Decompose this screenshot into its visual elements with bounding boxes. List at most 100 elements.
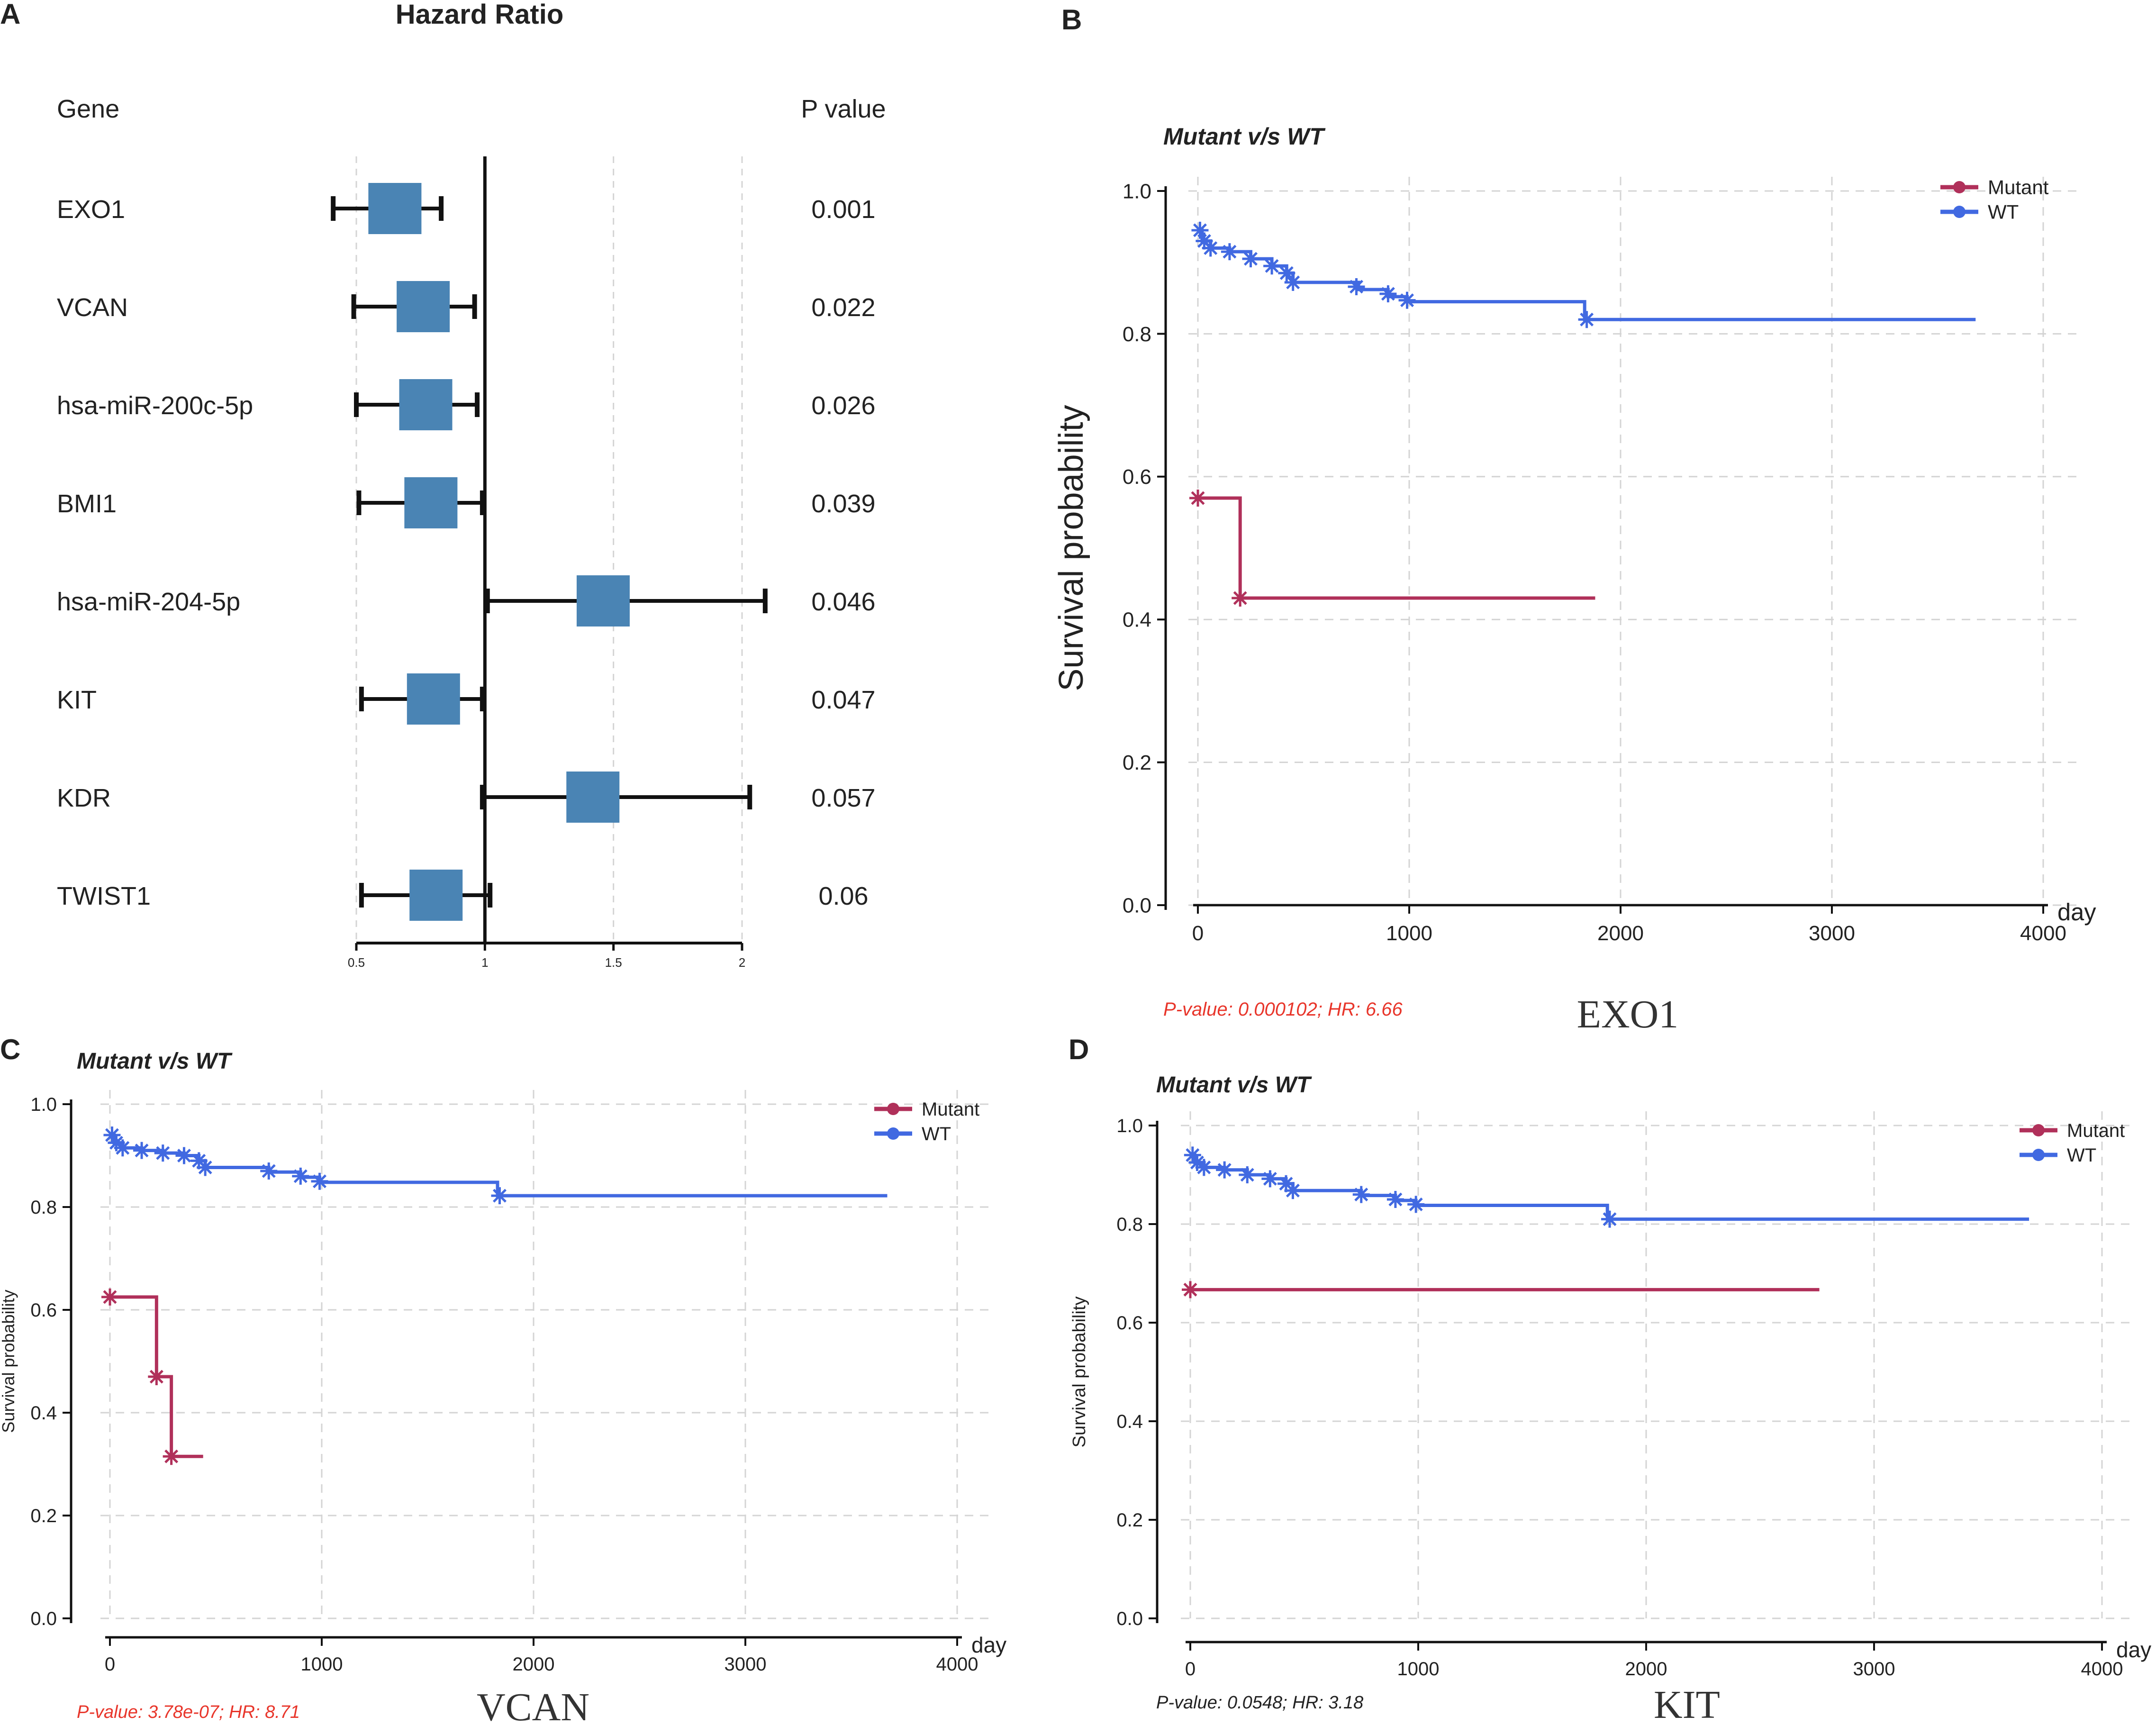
forest-row: KDR 0.057: [57, 772, 876, 823]
km-pvalue-text: P-value: 0.0548; HR: 3.18: [1156, 1693, 1363, 1713]
forest-row: KIT 0.047: [57, 673, 876, 725]
censor-mark: [1242, 250, 1259, 268]
legend-label: Mutant: [2067, 1120, 2125, 1141]
forest-row: hsa-miR-204-5p 0.046: [57, 575, 876, 626]
km-x-axis-label: day: [2116, 1637, 2151, 1662]
censor-mark: [163, 1448, 180, 1465]
censor-mark: [1232, 589, 1249, 607]
censor-mark: [1348, 278, 1365, 295]
km-gene-name: KIT: [1654, 1683, 1720, 1725]
hr-box: [407, 673, 460, 725]
km-x-tick-label: 0: [105, 1654, 115, 1675]
km-y-tick-label: 0.2: [1123, 751, 1151, 774]
series-line-mutant: [1198, 496, 1595, 600]
panel-label-b: B: [1061, 4, 1082, 36]
gene-label: KDR: [57, 784, 111, 812]
km-y-axis-label: Survival probability: [1052, 405, 1090, 691]
forest-title: Hazard Ratio: [396, 0, 564, 30]
p-value: 0.039: [811, 490, 875, 518]
censor-mark: [1278, 264, 1295, 282]
forest-row: TWIST1 0.06: [57, 870, 869, 921]
km-y-tick-label: 1.0: [1116, 1116, 1143, 1136]
p-value: 0.047: [811, 686, 875, 714]
km-y-tick-label: 0.6: [30, 1300, 57, 1321]
km-pvalue-text: P-value: 0.000102; HR: 6.66: [1163, 999, 1403, 1020]
km-y-tick-label: 0.4: [1123, 608, 1151, 632]
series-line-wt: [1198, 228, 1976, 321]
pvalue-header: P value: [801, 95, 886, 123]
km-x-tick-label: 1000: [1386, 922, 1432, 945]
km-y-tick-label: 1.0: [1123, 180, 1151, 203]
censor-mark: [1379, 285, 1397, 303]
km-y-tick-label: 0.0: [1123, 894, 1151, 917]
censor-mark: [491, 1187, 508, 1205]
km-x-tick-label: 4000: [2020, 922, 2066, 945]
gene-label: EXO1: [57, 195, 125, 224]
forest-row: BMI1 0.039: [57, 477, 876, 528]
censor-mark: [1277, 1175, 1295, 1192]
forest-gridlines: [355, 156, 743, 943]
km-x-tick-label: 3000: [725, 1654, 767, 1675]
gene-label: KIT: [57, 686, 97, 714]
gene-label: TWIST1: [57, 882, 151, 910]
hr-box: [576, 575, 630, 626]
censor-mark: [1601, 1210, 1619, 1228]
km-y-axis-label: Survival probability: [0, 1289, 18, 1433]
censor-mark: [1191, 221, 1209, 239]
km-subtitle: Mutant v/s WT: [1156, 1072, 1312, 1098]
km-y-axis-label: Survival probability: [1069, 1297, 1089, 1448]
series-line-wt: [1190, 1153, 2029, 1221]
hr-box: [566, 772, 620, 823]
p-value: 0.046: [811, 588, 875, 616]
censor-mark: [1182, 1281, 1199, 1298]
censor-mark: [1239, 1166, 1256, 1183]
km-x-tick-label: 2000: [1625, 1659, 1667, 1680]
legend-marker: [1953, 206, 1966, 218]
censor-mark: [1196, 232, 1213, 250]
p-value: 0.022: [811, 293, 875, 322]
legend-label: WT: [922, 1124, 951, 1144]
gene-label: hsa-miR-204-5p: [57, 588, 240, 616]
forest-tick-label: 0.5: [348, 955, 365, 970]
gene-label: BMI1: [57, 490, 117, 518]
km-y-tick-label: 0.6: [1116, 1313, 1143, 1334]
km-gene-name: EXO1: [1577, 992, 1679, 1036]
gene-label: VCAN: [57, 293, 128, 322]
km-y-tick-label: 0.0: [1116, 1608, 1143, 1629]
legend-label: Mutant: [1988, 176, 2049, 199]
km-y-tick-label: 0.4: [30, 1403, 57, 1424]
forest-row: hsa-miR-200c-5p 0.026: [57, 379, 876, 430]
forest-tick-label: 1.5: [605, 955, 622, 970]
km-y-tick-label: 0.6: [1123, 465, 1151, 489]
censor-mark: [1189, 490, 1206, 507]
panel-label-c: C: [0, 1034, 20, 1065]
km-y-tick-label: 0.8: [1123, 323, 1151, 346]
series-line-wt: [110, 1133, 888, 1198]
censor-mark: [260, 1162, 278, 1180]
censor-mark: [311, 1172, 328, 1190]
km-subtitle: Mutant v/s WT: [77, 1049, 233, 1074]
km-x-axis-label: day: [2057, 899, 2096, 926]
censor-mark: [1202, 239, 1219, 257]
forest-tick-label: 1: [481, 955, 488, 970]
censor-mark: [101, 1288, 118, 1306]
km-x-tick-label: 1000: [1397, 1659, 1440, 1680]
legend-marker: [887, 1103, 899, 1115]
km-x-tick-label: 3000: [1809, 922, 1855, 945]
p-value: 0.06: [818, 882, 868, 910]
km-y-tick-label: 0.8: [1116, 1214, 1143, 1235]
km-y-tick-label: 0.0: [30, 1608, 57, 1629]
km-pvalue-text: P-value: 3.78e-07; HR: 8.71: [77, 1702, 300, 1722]
km-x-tick-label: 0: [1192, 922, 1204, 945]
km-y-tick-label: 1.0: [30, 1094, 57, 1115]
censor-mark: [1188, 1154, 1206, 1171]
km-x-tick-label: 2000: [1597, 922, 1644, 945]
forest-rows: EXO1 0.001 VCAN 0.022 hsa-miR-200c-5p 0.026 BM…: [57, 183, 876, 921]
forest-row: EXO1 0.001: [57, 183, 876, 234]
panel-label-d: D: [1069, 1034, 1089, 1065]
km-x-tick-label: 4000: [2081, 1659, 2123, 1680]
p-value: 0.057: [811, 784, 875, 812]
legend-label: Mutant: [922, 1099, 979, 1120]
